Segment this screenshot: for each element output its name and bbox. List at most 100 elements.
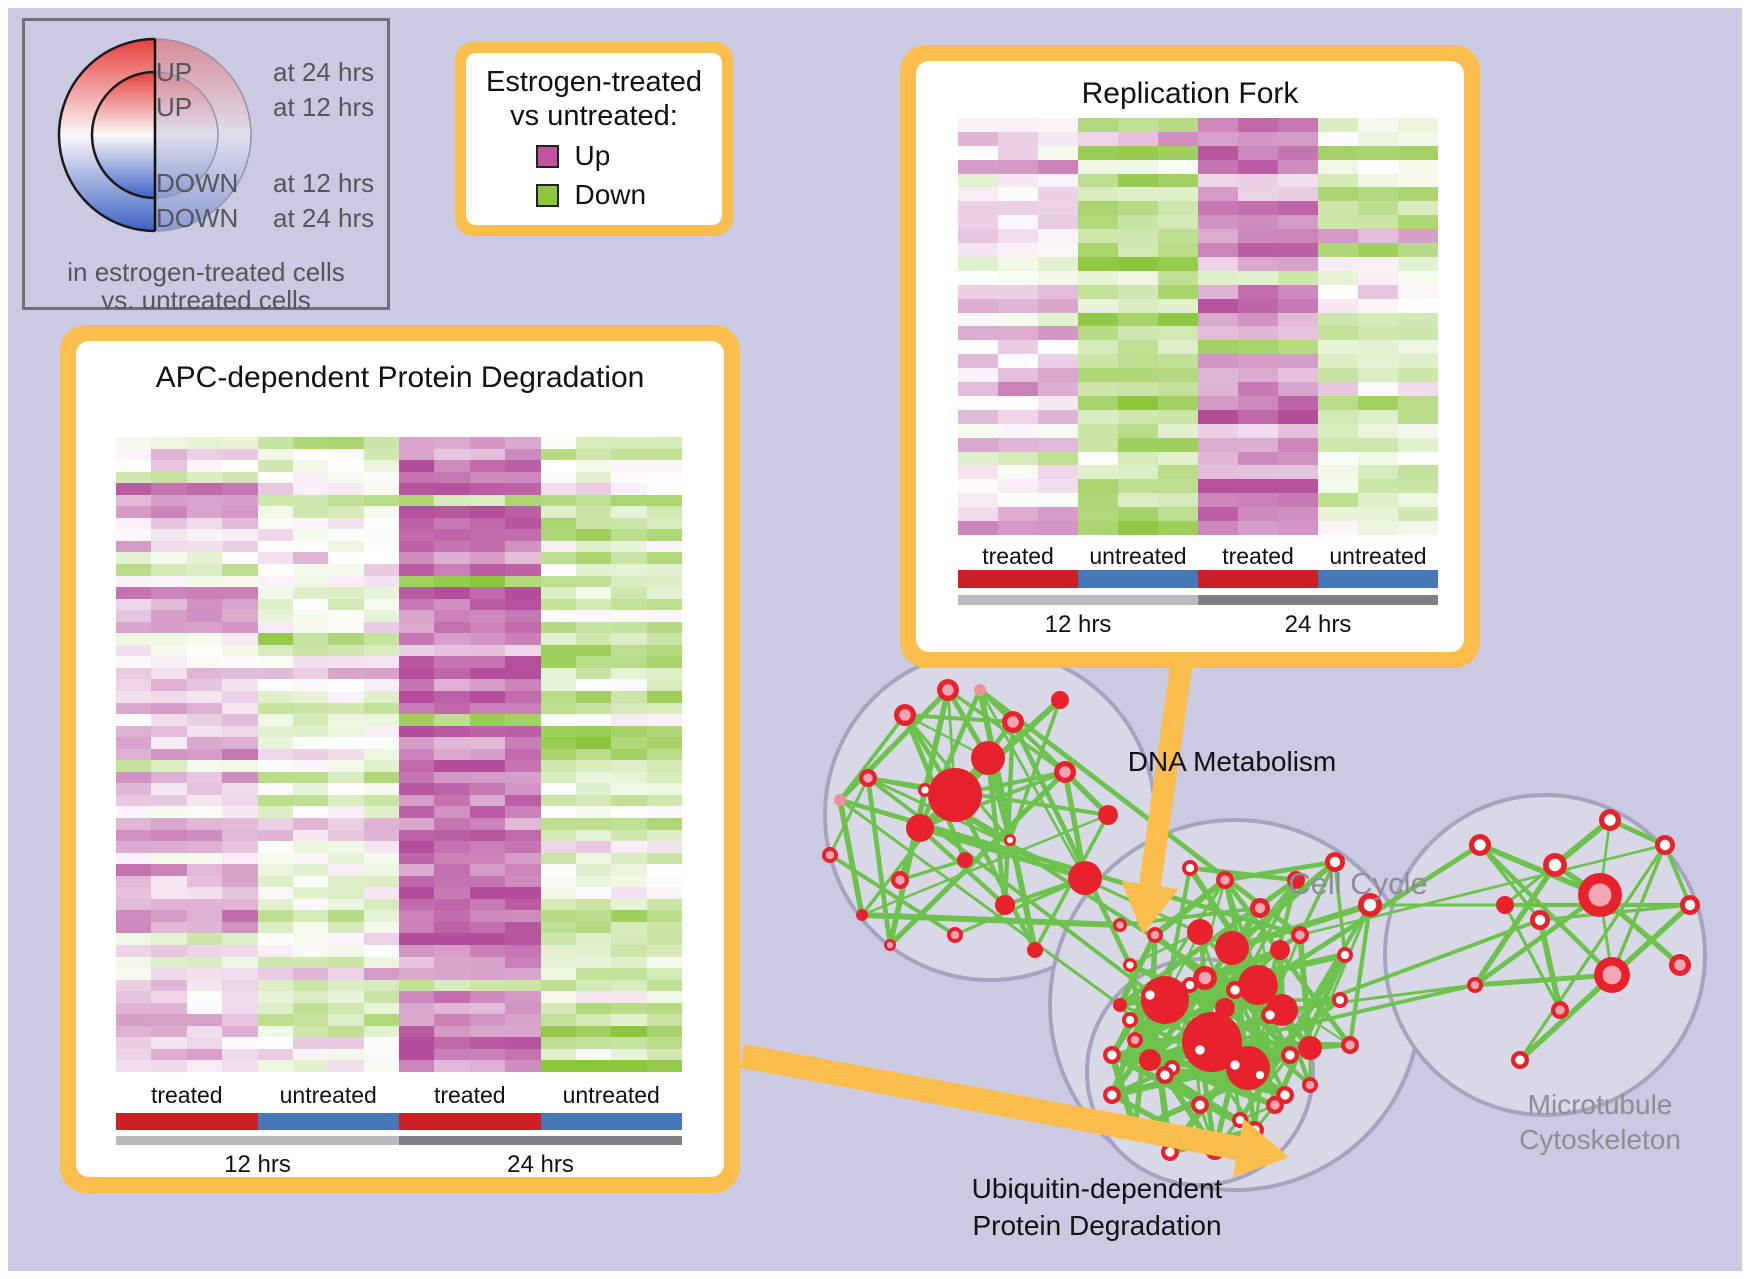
heatmap-cell — [958, 409, 998, 424]
network-node-pink-center — [1305, 1080, 1315, 1090]
heatmap-cell — [469, 1002, 506, 1015]
heatmap-cell — [1198, 270, 1238, 285]
heatmap-cell — [575, 448, 612, 461]
heatmap-cell — [575, 644, 612, 657]
heatmap-cell — [222, 460, 258, 472]
heatmap-cell — [611, 1060, 647, 1072]
condition-bar-treated — [399, 1113, 541, 1130]
heatmap-cell — [1278, 215, 1318, 230]
network-edge — [867, 776, 1233, 950]
heatmap-cell — [1078, 229, 1118, 244]
heatmap-cell — [186, 564, 223, 576]
heatmap-cell — [611, 921, 647, 934]
heatmap-cell — [363, 471, 399, 484]
heatmap-cell — [151, 667, 187, 680]
heatmap-cell — [646, 921, 682, 934]
heatmap-cell — [1398, 507, 1438, 522]
heatmap-cell — [399, 656, 435, 668]
heatmap-cell — [116, 621, 152, 634]
heatmap-cell — [328, 818, 364, 830]
heatmap-cell — [611, 483, 647, 495]
heatmap-cell — [540, 806, 576, 818]
arrow-head-0 — [1121, 880, 1179, 935]
heatmap-cell — [292, 460, 329, 472]
heatmap-cell — [222, 818, 258, 830]
heatmap-cell — [469, 1025, 506, 1038]
network-node — [1270, 940, 1290, 960]
heatmap-cell — [434, 598, 470, 611]
heatmap-cell — [434, 887, 470, 899]
heatmap-cell — [151, 806, 187, 818]
heatmap-cell — [1358, 187, 1398, 202]
heatmap-cell — [575, 483, 612, 495]
heatmap-cell — [998, 493, 1038, 508]
heatmap-cell — [434, 979, 470, 992]
heatmap-cell — [505, 1002, 541, 1015]
heatmap-cell — [328, 633, 364, 645]
network-edge — [839, 798, 1121, 1007]
heatmap-cell — [328, 1037, 364, 1049]
heatmap-cell — [434, 956, 470, 969]
heatmap-cell — [328, 598, 364, 611]
heatmap-cell — [575, 725, 612, 738]
heatmap-cell — [1398, 284, 1438, 299]
network-node-pink-center — [825, 850, 835, 860]
heatmap-cell — [611, 783, 647, 795]
heatmap-cell — [540, 864, 576, 876]
heatmap-cell — [611, 1014, 647, 1026]
heatmap-cell — [363, 794, 399, 807]
heatmap-cell — [363, 1037, 399, 1049]
heatmap-cell — [434, 1002, 470, 1015]
heatmap-cell — [1238, 409, 1278, 424]
heatmap-cell — [1078, 354, 1118, 369]
down-12-word: DOWN — [156, 168, 239, 198]
heatmap-cell — [1118, 256, 1158, 271]
heatmap-cell — [575, 517, 612, 530]
network-edge — [1478, 843, 1614, 977]
heatmap-cell — [399, 714, 435, 726]
heatmap-cell — [575, 945, 612, 957]
heatmap-cell — [1078, 131, 1118, 146]
heatmap-cell — [958, 131, 998, 146]
heatmap-cell — [151, 529, 187, 541]
heatmap-cell — [434, 921, 470, 934]
heatmap-cell — [434, 910, 470, 922]
heatmap-cell — [469, 910, 506, 922]
heatmap-cell — [611, 621, 647, 634]
heatmap-cell — [1358, 465, 1398, 480]
heatmap-cell — [292, 725, 329, 738]
heatmap-cell — [1158, 173, 1198, 188]
heatmap-cell — [151, 517, 187, 530]
heatmap-cell — [1038, 395, 1078, 410]
heatmap-cell — [222, 610, 258, 622]
heatmap-cell — [328, 1014, 364, 1026]
heatmap-cell — [328, 564, 364, 576]
heatmap-cell — [1278, 229, 1318, 244]
heatmap-cell — [116, 587, 152, 599]
heatmap-cell — [505, 864, 541, 876]
heatmap-cell — [328, 991, 364, 1003]
heatmap-cell — [505, 945, 541, 957]
heatmap-cell — [151, 991, 187, 1003]
heatmap-cell — [1238, 173, 1278, 188]
heatmap-cell — [399, 921, 435, 934]
heatmap-cell — [328, 806, 364, 818]
heatmap-cell — [151, 564, 187, 576]
heatmap-cell — [505, 968, 541, 980]
heatmap-cell — [505, 679, 541, 691]
network-node-pink-center — [895, 875, 905, 885]
heatmap-cell — [958, 368, 998, 383]
heatmap-cell — [151, 898, 187, 911]
heatmap-cell — [611, 806, 647, 818]
heatmap-cell — [186, 852, 223, 865]
heatmap-cell — [292, 448, 329, 461]
heatmap-cell — [186, 494, 223, 507]
network-node-pink-center — [1470, 980, 1480, 990]
heatmap-cell — [646, 887, 682, 899]
heatmap-cell — [575, 552, 612, 564]
heatmap-cell — [469, 898, 506, 911]
heatmap-cell — [434, 483, 470, 495]
time-bar-segment-1 — [1198, 595, 1438, 605]
heatmap-cell — [186, 667, 223, 680]
heatmap-cell — [505, 437, 541, 449]
